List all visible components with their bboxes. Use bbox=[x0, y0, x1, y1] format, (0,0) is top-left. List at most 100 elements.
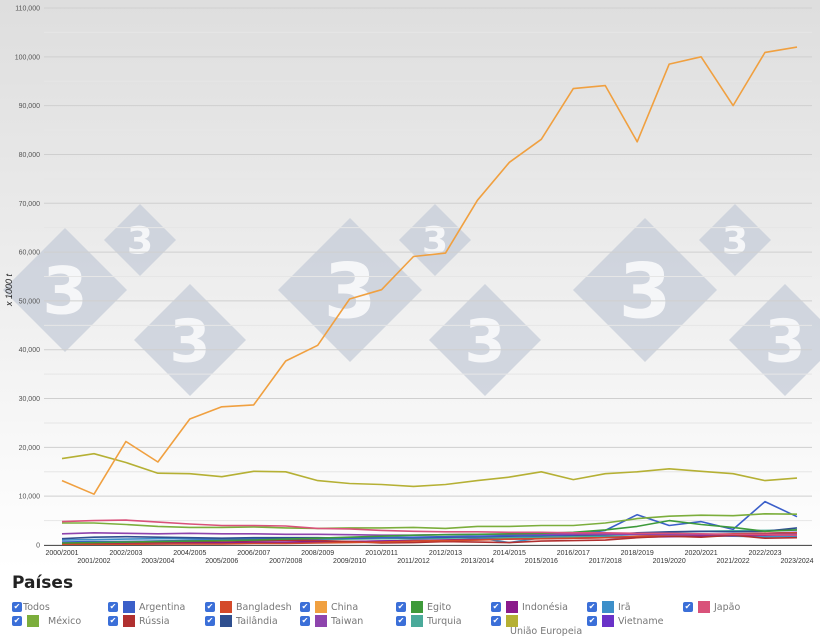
checkbox-checked-icon[interactable]: ✔ bbox=[108, 602, 118, 612]
color-swatch bbox=[602, 615, 614, 627]
y-tick-label: 50,000 bbox=[19, 298, 41, 305]
x-tick-label: 2011/2012 bbox=[397, 558, 430, 565]
legend-label: Bangladesh bbox=[236, 601, 292, 613]
checkbox-checked-icon[interactable]: ✔ bbox=[205, 616, 215, 626]
color-swatch bbox=[27, 615, 39, 627]
watermark-diamond-icon bbox=[134, 284, 246, 396]
watermark-glyph: 3 bbox=[465, 306, 506, 375]
color-swatch bbox=[123, 601, 135, 613]
x-tick-label: 2019/2020 bbox=[653, 558, 686, 565]
legend-item-turquia[interactable]: ✔ Turquia bbox=[396, 614, 462, 628]
legend-item-taiwan[interactable]: ✔ Taiwan bbox=[300, 614, 363, 628]
legend-item-uniao-europeia[interactable]: ✔ bbox=[491, 614, 522, 628]
legend-item-argentina[interactable]: ✔ Argentina bbox=[108, 600, 185, 614]
y-tick-label: 80,000 bbox=[19, 152, 41, 159]
legend-panel: Países ✔ Todos ✔ Argentina ✔ Bangladesh ✔ Chi… bbox=[0, 570, 820, 644]
legend-item-ira[interactable]: ✔ Irã bbox=[587, 600, 631, 614]
checkbox-checked-icon[interactable]: ✔ bbox=[300, 616, 310, 626]
checkbox-checked-icon[interactable]: ✔ bbox=[587, 602, 597, 612]
checkbox-checked-icon[interactable]: ✔ bbox=[396, 616, 406, 626]
watermark-diamond-icon bbox=[399, 204, 471, 276]
color-swatch bbox=[220, 615, 232, 627]
watermark-glyph: 3 bbox=[619, 247, 672, 335]
legend-label: Taiwan bbox=[331, 615, 364, 627]
x-tick-label: 2017/2018 bbox=[589, 558, 622, 565]
checkbox-checked-icon[interactable]: ✔ bbox=[300, 602, 310, 612]
checkbox-checked-icon[interactable]: ✔ bbox=[108, 616, 118, 626]
x-tick-label: 2003/2004 bbox=[141, 558, 174, 565]
y-axis-ticks: 0 10,000 20,000 30,000 40,000 50,000 60,000 70,… bbox=[15, 6, 40, 550]
legend-label: Indonésia bbox=[522, 601, 568, 613]
x-tick-label: 2021/2022 bbox=[717, 558, 750, 565]
watermark-diamond-icon bbox=[429, 284, 541, 396]
series-line-japao bbox=[61, 519, 798, 536]
watermark-diamond-icon bbox=[729, 284, 820, 396]
checkbox-checked-icon[interactable]: ✔ bbox=[491, 616, 501, 626]
checkbox-checked-icon[interactable]: ✔ bbox=[491, 602, 501, 612]
legend-item-egito[interactable]: ✔ Egito bbox=[396, 600, 451, 614]
legend-label: Egito bbox=[427, 601, 452, 613]
color-swatch bbox=[602, 601, 614, 613]
watermark-glyph: 3 bbox=[422, 219, 448, 263]
x-tick-label: 2023/2024 bbox=[780, 558, 813, 565]
y-tick-label: 100,000 bbox=[15, 54, 40, 61]
color-swatch bbox=[123, 615, 135, 627]
legend-item-indonesia[interactable]: ✔ Indonésia bbox=[491, 600, 568, 614]
watermark-diamond-icon bbox=[573, 218, 717, 362]
legend-item-bangladesh[interactable]: ✔ Bangladesh bbox=[205, 600, 292, 614]
watermark-glyph: 3 bbox=[765, 306, 806, 375]
x-tick-label: 2006/2007 bbox=[237, 550, 270, 557]
y-tick-label: 20,000 bbox=[19, 445, 41, 452]
checkbox-checked-icon[interactable]: ✔ bbox=[12, 616, 22, 626]
gridlines bbox=[44, 7, 812, 546]
color-swatch bbox=[411, 615, 423, 627]
legend-label: China bbox=[331, 601, 359, 613]
x-tick-label: 2008/2009 bbox=[301, 550, 334, 557]
legend-label: Rússia bbox=[139, 615, 170, 627]
legend-item-vietname[interactable]: ✔ Vietname bbox=[587, 614, 663, 628]
x-tick-label: 2010/2011 bbox=[365, 550, 398, 557]
y-tick-label: 40,000 bbox=[19, 347, 41, 354]
checkbox-checked-icon[interactable]: ✔ bbox=[396, 602, 406, 612]
legend-label-uniao-europeia: União Europeia bbox=[510, 626, 583, 637]
y-tick-label: 0 bbox=[36, 543, 40, 550]
legend-label: Japão bbox=[714, 601, 741, 613]
legend-item-china[interactable]: ✔ China bbox=[300, 600, 358, 614]
watermark-diamond-icon bbox=[278, 218, 422, 362]
watermark-glyph: 3 bbox=[324, 247, 377, 335]
x-axis-ticks: 2000/20012001/20022002/20032003/20042004… bbox=[45, 550, 813, 565]
x-tick-label: 2009/2010 bbox=[333, 558, 366, 565]
legend-label: Argentina bbox=[139, 601, 186, 613]
y-tick-label: 10,000 bbox=[19, 494, 41, 501]
x-tick-label: 2001/2002 bbox=[77, 558, 110, 565]
checkbox-checked-icon[interactable]: ✔ bbox=[587, 616, 597, 626]
legend-item-japao[interactable]: ✔ Japão bbox=[683, 600, 740, 614]
legend-label: Turquia bbox=[427, 615, 462, 627]
watermark-glyph: 3 bbox=[722, 219, 748, 263]
checkbox-checked-icon[interactable]: ✔ bbox=[683, 602, 693, 612]
y-tick-label: 60,000 bbox=[19, 250, 41, 257]
legend-item-tailandia[interactable]: ✔ Tailândia bbox=[205, 614, 278, 628]
checkbox-checked-icon[interactable]: ✔ bbox=[205, 602, 215, 612]
legend-item-todos[interactable]: ✔ Todos bbox=[12, 600, 50, 614]
watermark-glyph: 3 bbox=[127, 219, 153, 263]
color-swatch bbox=[506, 601, 518, 613]
legend-label: Vietname bbox=[618, 615, 664, 627]
series-lines bbox=[61, 46, 798, 546]
watermark-glyph: 3 bbox=[42, 255, 87, 330]
x-tick-label: 2005/2006 bbox=[205, 558, 238, 565]
legend-label: México bbox=[48, 615, 82, 627]
color-swatch bbox=[220, 601, 232, 613]
checkbox-checked-icon[interactable]: ✔ bbox=[12, 602, 22, 612]
series-line-china bbox=[61, 46, 798, 496]
x-tick-label: 2007/2008 bbox=[269, 558, 302, 565]
legend-label: Todos bbox=[23, 601, 50, 613]
y-axis-label: x 1000 t bbox=[4, 273, 14, 307]
x-tick-label: 2022/2023 bbox=[748, 550, 781, 557]
series-line-uniao-europeia bbox=[61, 452, 798, 488]
legend-item-mexico[interactable]: ✔ México bbox=[12, 614, 81, 628]
legend-item-russia[interactable]: ✔ Rússia bbox=[108, 614, 170, 628]
